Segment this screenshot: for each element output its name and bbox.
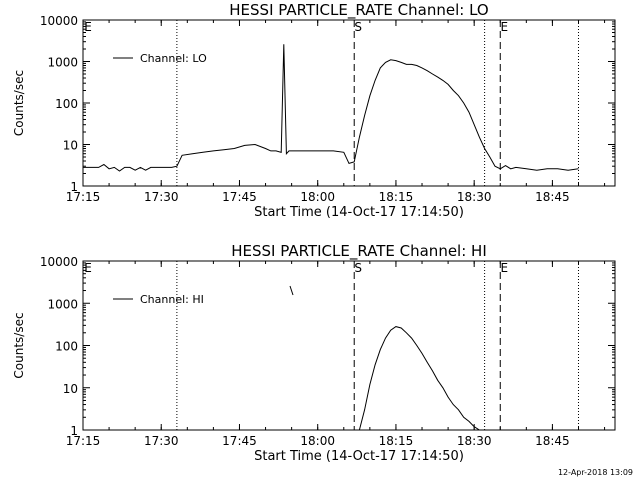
x-tick-label: 18:30 [457, 190, 492, 204]
lo-channel-panel: HESSI PARTICLE_RATE Channel: LO 17:15 17:3… [12, 1, 616, 220]
marker-s: S [354, 261, 362, 275]
y-tick-label: 10 [63, 139, 78, 153]
y-tick-label: 1 [70, 180, 78, 194]
marker-s: S [354, 20, 362, 34]
artifact-stroke [289, 285, 294, 296]
y-tick-label: 1000 [47, 297, 78, 311]
marker-e: E [500, 261, 508, 275]
x-tick-label: 18:45 [535, 190, 570, 204]
x-tick-label: 17:45 [222, 190, 257, 204]
chart-title: HESSI PARTICLE_RATE Channel: HI [231, 242, 487, 261]
series-line [358, 326, 480, 431]
x-tick-label: 17:15 [66, 190, 101, 204]
y-tick-label: 100 [55, 97, 78, 111]
legend-label: Channel: LO [140, 52, 207, 65]
x-tick-label: 18:15 [379, 434, 414, 448]
x-tick-label: 18:00 [300, 190, 335, 204]
y-axis-label: Counts/sec [12, 312, 26, 378]
x-tick-label: 18:45 [535, 434, 570, 448]
chart-title: HESSI PARTICLE_RATE Channel: LO [229, 1, 488, 20]
marker-e: E [500, 20, 508, 34]
y-axis-label: Counts/sec [12, 70, 26, 136]
series-line [83, 44, 579, 172]
x-axis-label: Start Time (14-Oct-17 17:14:50) [254, 449, 464, 464]
x-tick-label: 18:30 [457, 434, 492, 448]
y-tick-label: 10 [63, 382, 78, 396]
plot-frame [82, 19, 616, 187]
x-tick-label: 17:30 [144, 434, 179, 448]
marker-edge: E [84, 20, 92, 34]
x-axis-label: Start Time (14-Oct-17 17:14:50) [254, 205, 464, 220]
x-tick-label: 17:15 [66, 434, 101, 448]
y-tick-label: 1 [70, 424, 78, 438]
legend-label: Channel: HI [140, 293, 204, 306]
y-tick-label: 10000 [40, 255, 78, 269]
y-tick-label: 100 [55, 340, 78, 354]
x-tick-label: 17:30 [144, 190, 179, 204]
x-tick-label: 18:00 [300, 434, 335, 448]
y-tick-label: 1000 [47, 56, 78, 70]
plot-frame [82, 260, 616, 431]
y-tick-label: 10000 [40, 14, 78, 28]
footer-timestamp: 12-Apr-2018 13:09 [558, 468, 633, 477]
x-tick-label: 18:15 [379, 190, 414, 204]
x-tick-label: 17:45 [222, 434, 257, 448]
marker-edge: E [84, 261, 92, 275]
hi-channel-panel: HESSI PARTICLE_RATE Channel: HI 17:15 17:3… [12, 242, 616, 464]
